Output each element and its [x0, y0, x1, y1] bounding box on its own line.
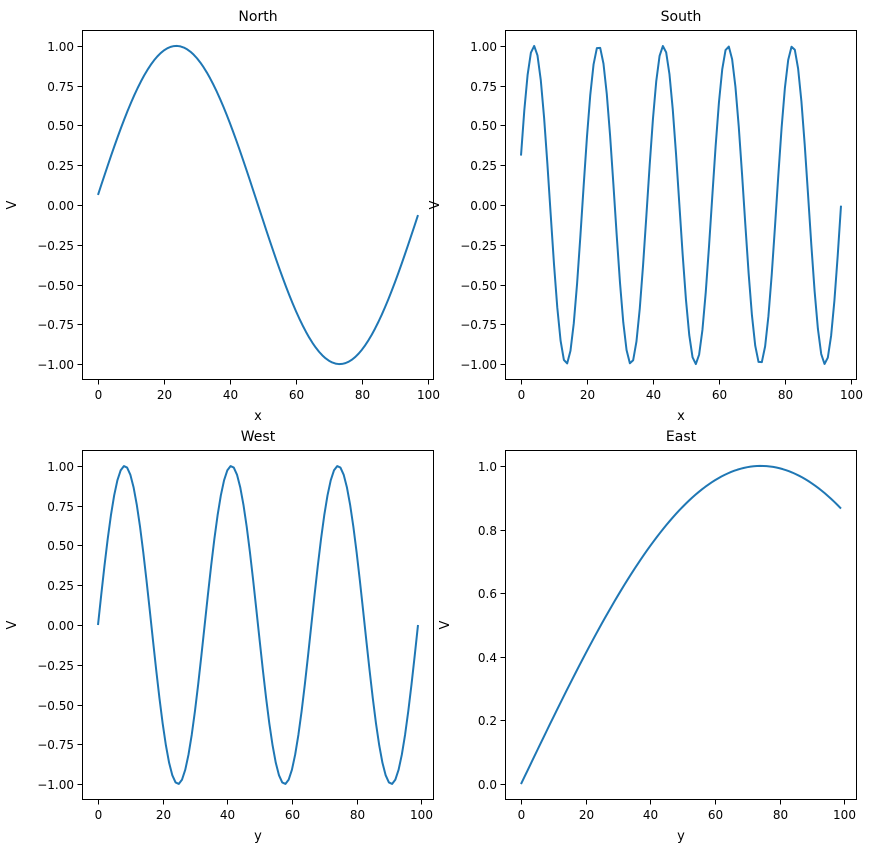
y-tick-label: −0.50 — [37, 699, 74, 713]
y-tick-label: 0.50 — [470, 119, 497, 133]
x-tick-label: 60 — [289, 388, 304, 402]
y-tick-label: −1.00 — [37, 358, 74, 372]
subplot-south: South 0 20 40 60 80 100 1.00 0.75 0.50 0.25 0.00 −0.… — [428, 9, 863, 424]
y-tick-label: −0.25 — [460, 239, 497, 253]
y-tick-label: 0.50 — [47, 539, 74, 553]
y-tick-label: 0.00 — [47, 619, 74, 633]
x-tick-label: 20 — [579, 808, 594, 822]
y-tick-label: −0.75 — [37, 738, 74, 752]
x-tick-label: 20 — [156, 808, 171, 822]
y-tick-label: −1.00 — [460, 358, 497, 372]
x-tick-label: 0 — [518, 388, 526, 402]
y-tick-label: 0.25 — [47, 579, 74, 593]
y-axis-label: V — [5, 620, 20, 629]
y-tick-label: −0.50 — [37, 279, 74, 293]
y-tick-label: 0.75 — [47, 500, 74, 514]
x-tick-label: 100 — [410, 808, 433, 822]
y-tick-label: 0.00 — [470, 199, 497, 213]
subplot-title: South — [661, 9, 702, 25]
x-tick-label: 0 — [95, 808, 103, 822]
subplot-title: West — [241, 429, 276, 445]
y-tick-label: 1.0 — [478, 460, 497, 474]
y-tick-label: 0.75 — [470, 80, 497, 94]
subplot-title: East — [666, 429, 697, 445]
x-tick-label: 40 — [220, 808, 235, 822]
subplot-west: West 0 20 40 60 80 100 1.00 0.75 0.50 0.25 0.00 −0.2… — [5, 429, 434, 844]
x-tick-label: 80 — [355, 388, 370, 402]
y-tick-label: 1.00 — [47, 460, 74, 474]
data-line — [520, 44, 842, 366]
x-tick-label: 80 — [350, 808, 365, 822]
x-tick-label: 40 — [646, 388, 661, 402]
x-tick-label: 40 — [643, 808, 658, 822]
y-tick-label: −1.00 — [37, 778, 74, 792]
y-tick-label: 0.00 — [47, 199, 74, 213]
data-line — [520, 464, 842, 785]
y-tick-label: 0.25 — [47, 159, 74, 173]
y-tick-label: −0.25 — [37, 659, 74, 673]
y-tick-label: −0.25 — [37, 239, 74, 253]
x-tick-label: 0 — [518, 808, 526, 822]
axes-frame — [82, 450, 434, 800]
y-tick-label: 0.50 — [47, 119, 74, 133]
x-tick-label: 100 — [840, 388, 863, 402]
axes-frame — [505, 30, 857, 380]
x-tick-label: 60 — [712, 388, 727, 402]
y-tick-label: 0.0 — [478, 778, 497, 792]
data-line — [97, 44, 419, 366]
y-axis-label: V — [428, 200, 443, 209]
y-tick-label: 0.8 — [478, 524, 497, 538]
y-axis-label: V — [5, 200, 20, 209]
x-tick-label: 100 — [417, 388, 440, 402]
y-tick-label: 0.2 — [478, 714, 497, 728]
y-tick-label: 0.75 — [47, 80, 74, 94]
y-tick-label: −0.75 — [37, 318, 74, 332]
x-tick-label: 80 — [778, 388, 793, 402]
y-tick-label: 0.25 — [470, 159, 497, 173]
x-tick-label: 60 — [285, 808, 300, 822]
y-tick-label: 1.00 — [470, 40, 497, 54]
subplot-north: North 0 20 40 60 80 100 1.00 0.75 0.50 0.25 0.00 −0.… — [5, 9, 440, 424]
axes-frame — [505, 450, 857, 800]
x-axis-label: y — [254, 829, 262, 844]
y-tick-label: −0.75 — [460, 318, 497, 332]
x-tick-label: 0 — [95, 388, 103, 402]
y-tick-label: 0.4 — [478, 651, 497, 665]
x-axis-label: x — [677, 409, 685, 424]
x-tick-label: 100 — [833, 808, 856, 822]
x-axis-label: x — [254, 409, 262, 424]
x-tick-label: 20 — [580, 388, 595, 402]
x-axis-label: y — [677, 829, 685, 844]
x-tick-label: 60 — [708, 808, 723, 822]
data-line — [97, 465, 419, 785]
subplot-east: East 0 20 40 60 80 100 1.0 0.8 0.6 0.4 0.2 0.0 y V — [438, 429, 857, 844]
subplot-title: North — [238, 9, 277, 25]
x-tick-label: 20 — [157, 388, 172, 402]
y-tick-label: 1.00 — [47, 40, 74, 54]
y-axis-label: V — [438, 620, 453, 629]
y-tick-label: −0.50 — [460, 279, 497, 293]
axes-frame — [82, 30, 434, 380]
x-tick-label: 80 — [773, 808, 788, 822]
y-tick-label: 0.6 — [478, 587, 497, 601]
x-tick-label: 40 — [223, 388, 238, 402]
